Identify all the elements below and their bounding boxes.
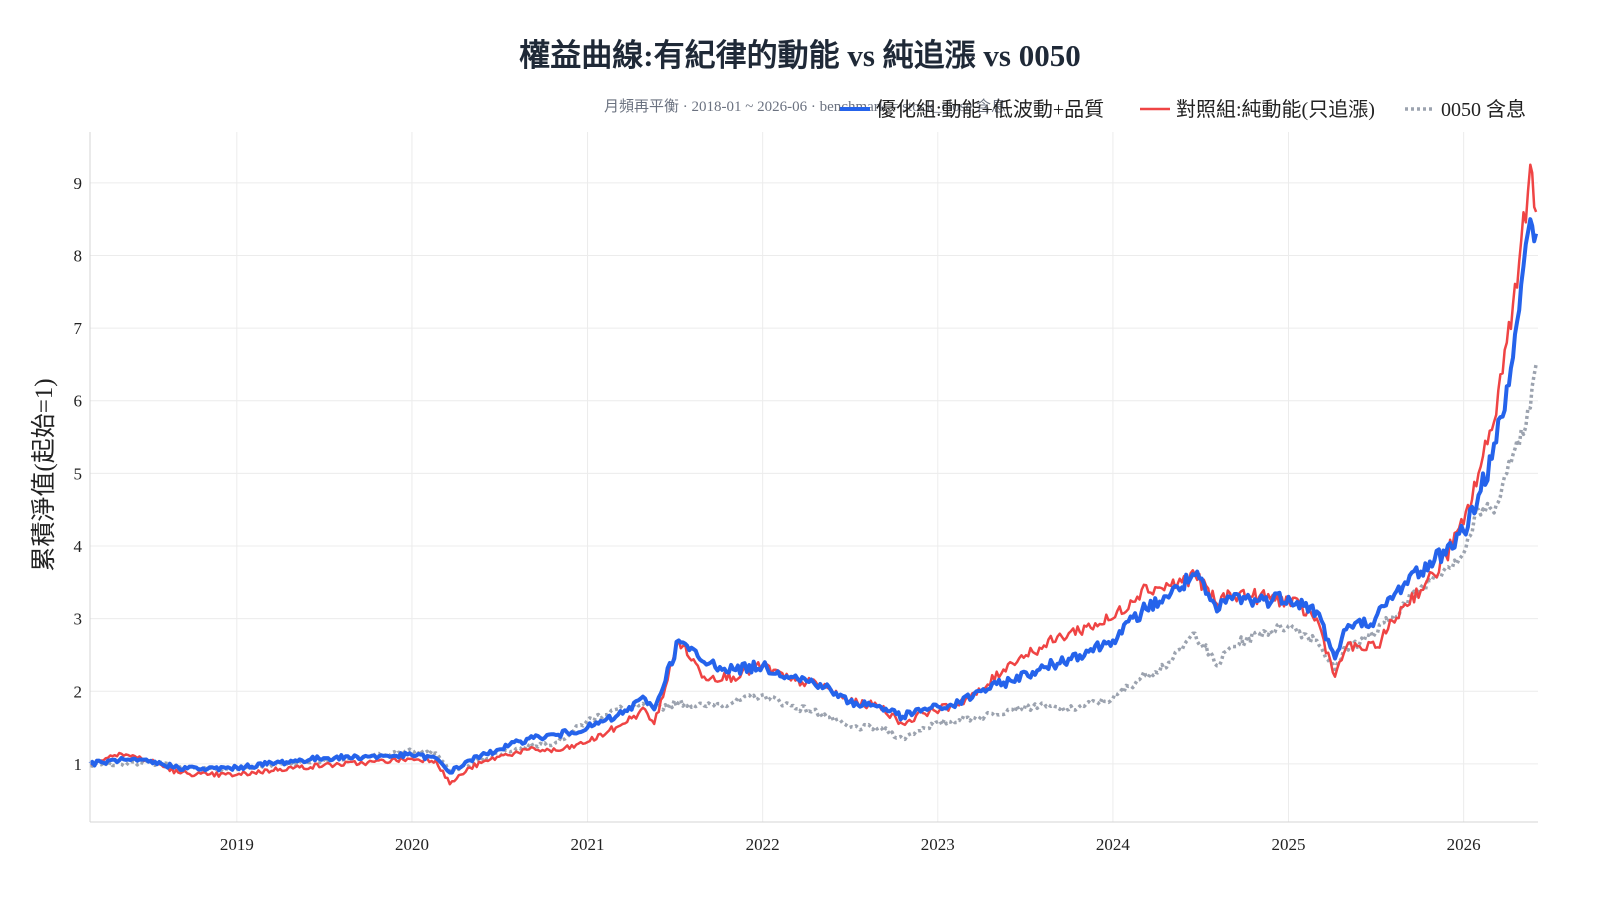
axes: 1 2 3 4 5 6 7 8 9 2019 2020 2021 2022 2023 2024 2025 202… [74,132,1538,854]
legend-label-3: 0050 含息 [1441,98,1526,121]
chart-title: 權益曲線:有紀律的動能 vs 純追漲 vs 0050 [519,38,1080,73]
chart-subtitle: 月頻再平衡 · 2018-01 ~ 2026-06 · benchmark = … [604,98,1006,115]
x-tick-label: 2019 [220,835,254,854]
x-tick-label: 2024 [1096,835,1131,854]
y-tick-label: 8 [74,246,83,265]
series-group [88,163,1539,786]
x-tick-label: 2023 [921,835,955,854]
legend-label-2: 對照組:純動能(只追漲) [1176,98,1375,121]
y-tick-label: 4 [74,537,83,556]
y-tick-label: 3 [74,610,83,629]
x-tick-label: 2025 [1272,835,1306,854]
y-tick-label: 6 [74,392,83,411]
legend: 優化組:動能+低波動+品質 對照組:純動能(只追漲) 0050 含息 [840,98,1526,121]
x-tick-label: 2026 [1447,835,1481,854]
grid [90,132,1538,822]
x-tick-label: 2020 [395,835,429,854]
y-tick-label: 5 [74,464,83,483]
y-tick-label: 2 [74,682,83,701]
x-tick-label: 2022 [746,835,780,854]
y-tick-label: 7 [74,319,83,338]
series-line-3 [89,364,1538,774]
y-tick-label: 1 [74,755,83,774]
y-tick-label: 9 [74,174,83,193]
x-tick-label: 2021 [571,835,605,854]
legend-label-1: 優化組:動能+低波動+品質 [876,98,1104,121]
y-axis-label: 累積淨值(起始=1) [30,378,58,571]
series-line-1 [88,217,1539,775]
